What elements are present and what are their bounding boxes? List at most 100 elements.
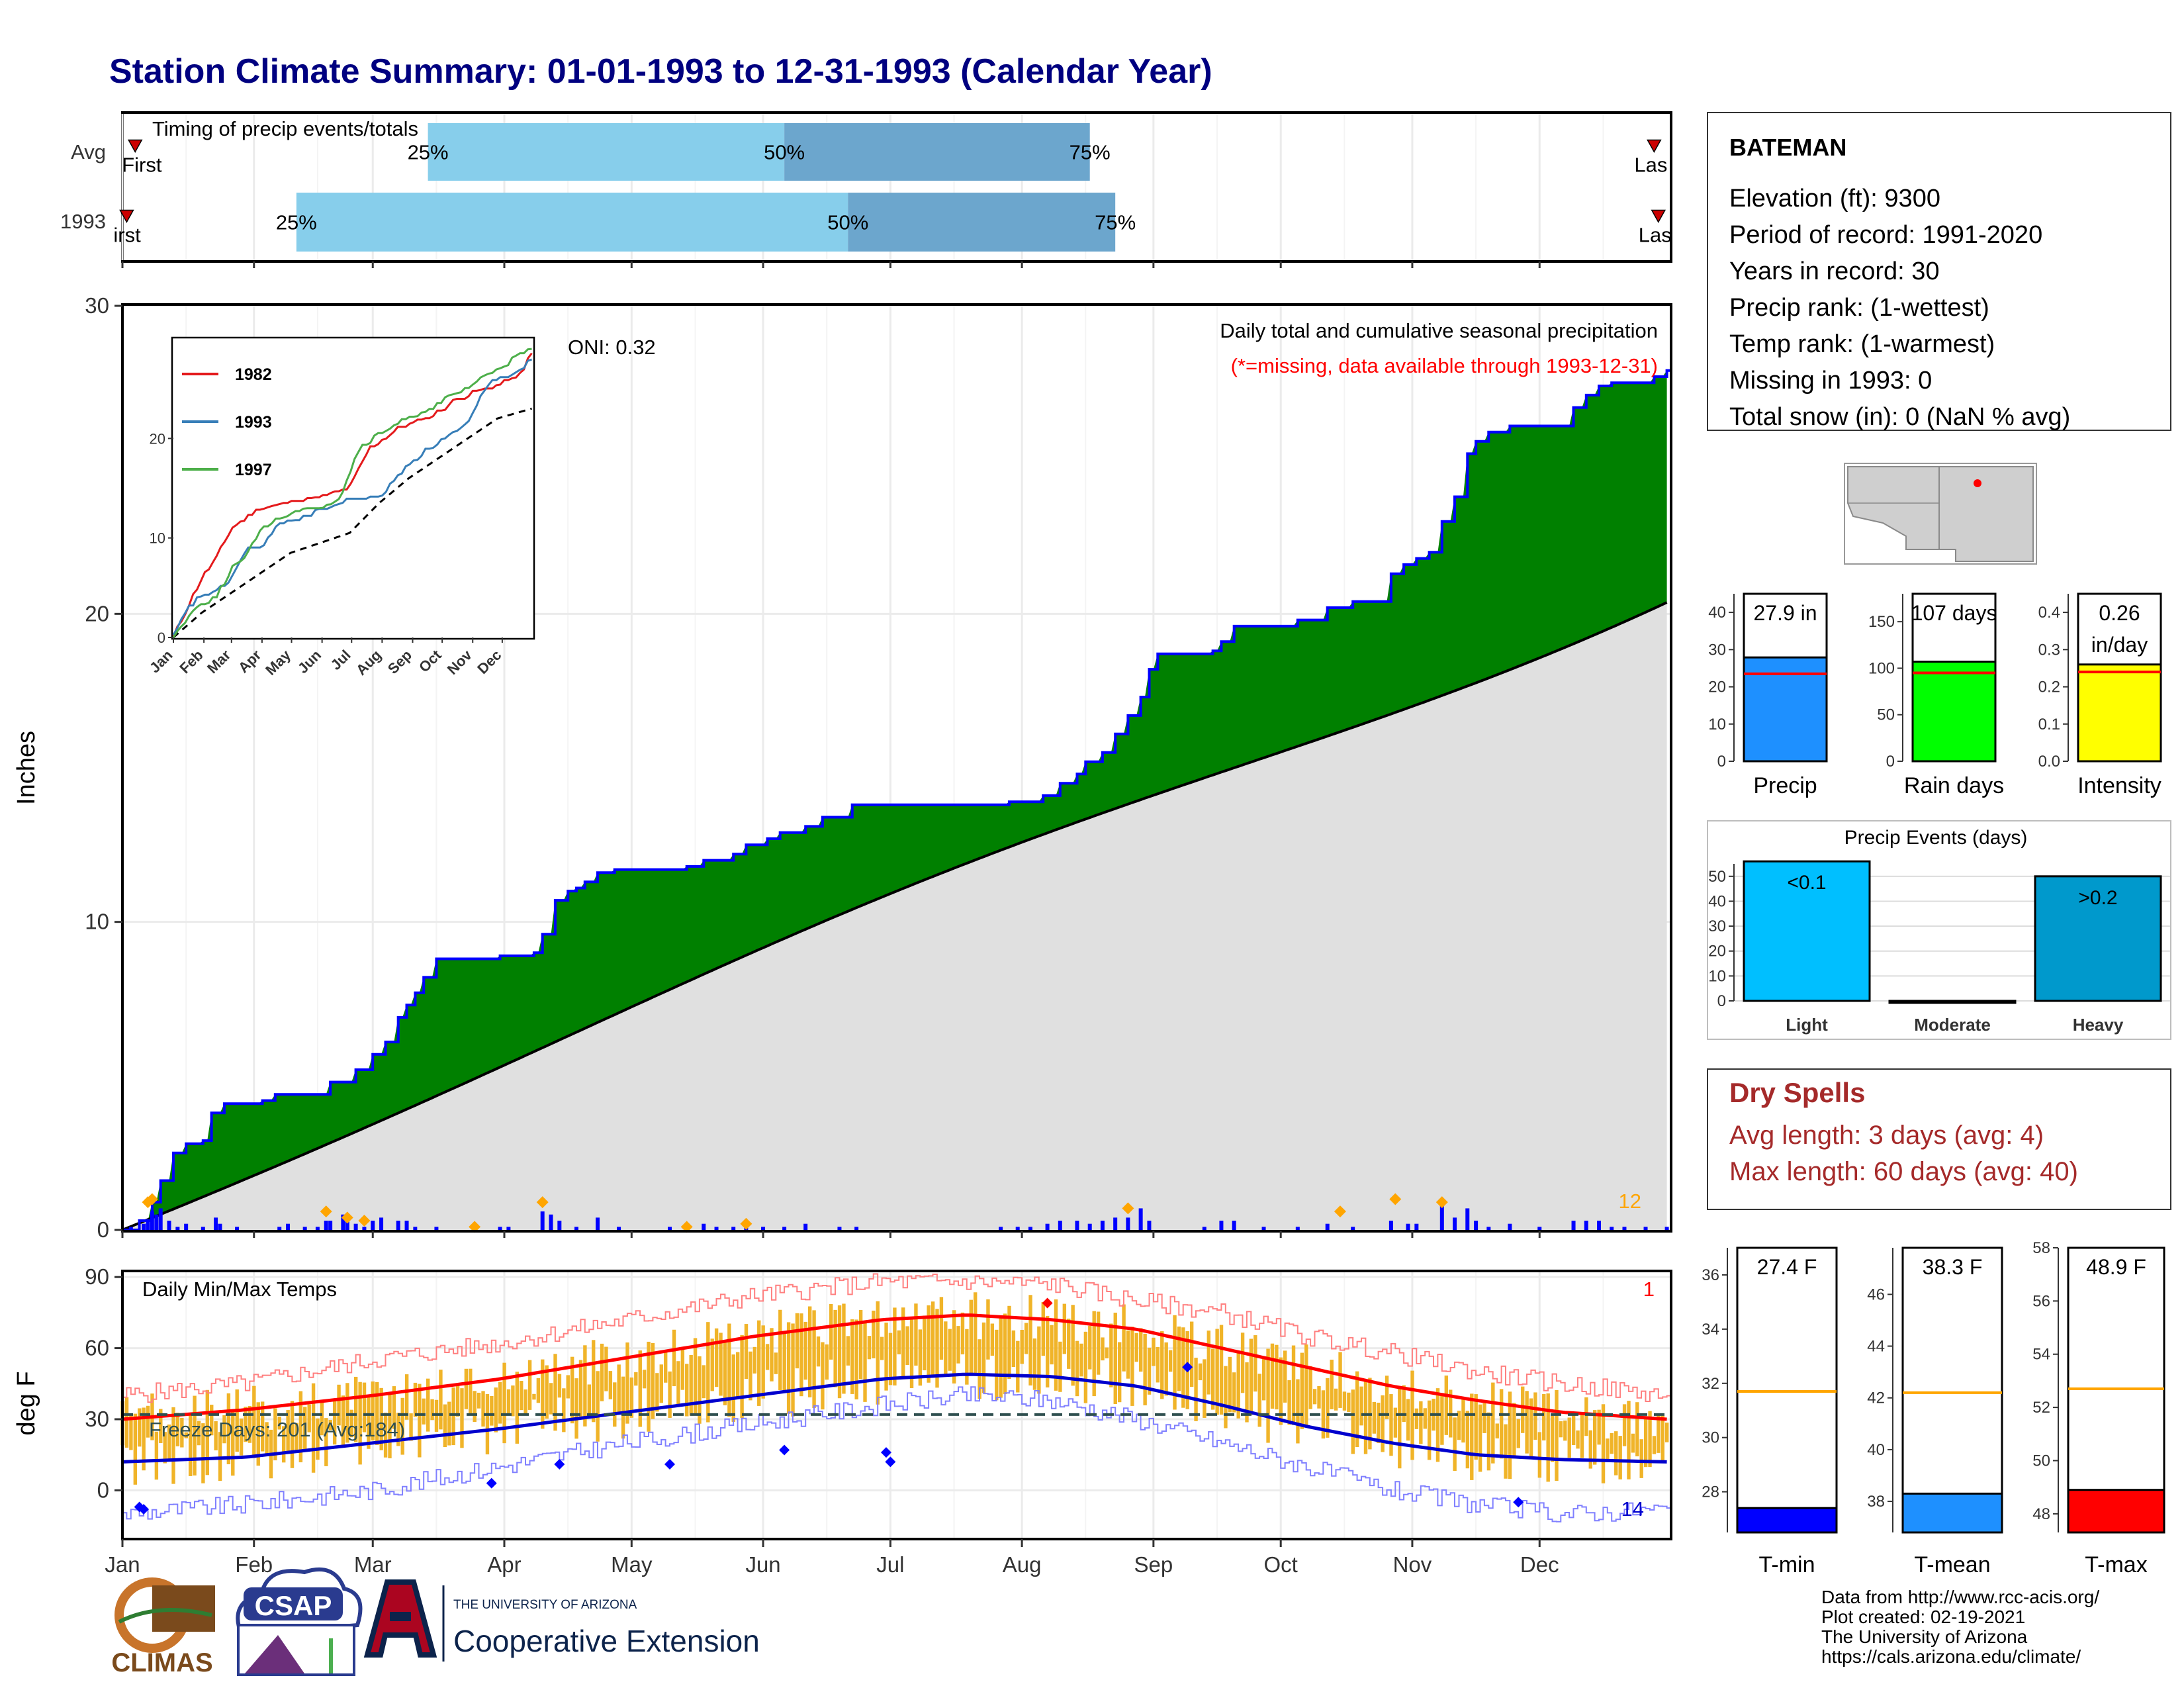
daily-precip-bar [506, 1227, 511, 1230]
daily-temp-bar [214, 1421, 218, 1451]
daily-temp-bar [265, 1422, 269, 1456]
daily-temp-bar [1470, 1393, 1474, 1480]
daily-temp-bar [1326, 1378, 1330, 1438]
small-bar-value-label: 27.9 in [1753, 601, 1817, 625]
daily-temp-bar [188, 1415, 193, 1476]
daily-temp-bar [1109, 1323, 1113, 1387]
daily-precip-bar [1465, 1208, 1470, 1230]
daily-temp-bar [1079, 1343, 1083, 1377]
precip-events-chart: Precip Events (days) 0 10 20 30 40 50 <0.1 Ligh… [1707, 820, 2171, 1040]
small-bar-ytick-label: 34 [1702, 1321, 1719, 1338]
daily-temp-bar [231, 1411, 235, 1476]
daily-temp-bar [426, 1378, 430, 1432]
daily-temp-bar [226, 1393, 231, 1465]
events-bar-moderate [1888, 1000, 2017, 1004]
station-line-3: Precip rank: (1-wettest) [1729, 294, 1989, 322]
daily-temp-bar [1164, 1342, 1168, 1396]
daily-temp-bar [1050, 1325, 1054, 1365]
extreme-event-marker [146, 1193, 158, 1205]
precip-annotation-missing: (*=missing, data available through 1993-… [1231, 354, 1658, 377]
daily-temp-bar [341, 1395, 345, 1448]
events-ytick-label: 40 [1708, 892, 1726, 910]
daily-temp-bar [735, 1352, 740, 1397]
month-tick-label: Jan [105, 1552, 140, 1577]
daily-precip-bar [1147, 1221, 1152, 1230]
daily-temp-bar [723, 1342, 727, 1405]
daily-temp-bar [1122, 1304, 1126, 1372]
daily-temp-bar [714, 1328, 719, 1387]
record-low-marker [554, 1459, 565, 1470]
daily-precip-bar [714, 1227, 719, 1230]
daily-temp-bar [1037, 1326, 1041, 1394]
credit-line-1: Plot created: 02-19-2021 [1821, 1607, 2025, 1627]
daily-precip-bar [574, 1227, 578, 1230]
summary-bar-1: 0 50 100 150 107 days Rain days [1868, 592, 2004, 798]
small-bar-ytick-label: 30 [1708, 641, 1726, 659]
daily-temp-bar [1249, 1338, 1253, 1415]
daily-temp-bar [1330, 1360, 1334, 1409]
daily-temp-bar [876, 1301, 880, 1405]
events-category-label: Light [1786, 1015, 1828, 1035]
daily-temp-bar [146, 1405, 150, 1438]
temp-summary-charts: 28 30 32 34 36 27.4 F T-min 38 40 42 44 46 38.3 F T-m… [1702, 1239, 2165, 1577]
record-low-marker [486, 1477, 497, 1489]
daily-precip-bar [1028, 1227, 1032, 1230]
daily-temp-bar [574, 1378, 578, 1439]
daily-temp-bar [1342, 1391, 1347, 1411]
events-ytick-label: 50 [1708, 868, 1726, 886]
daily-precip-bar [277, 1227, 282, 1230]
inset-series-1997 [172, 348, 532, 638]
station-line-0: Elevation (ft): 9300 [1729, 185, 1940, 212]
page-title: Station Climate Summary: 01-01-1993 to 1… [109, 52, 1212, 91]
daily-precip-bar [1486, 1227, 1491, 1230]
daily-temp-bar [443, 1404, 447, 1447]
daily-temp-bar [651, 1342, 655, 1419]
month-tick-label: May [611, 1552, 653, 1577]
small-bar-ytick-label: 50 [2032, 1452, 2050, 1470]
events-frame [1707, 820, 2171, 1040]
daily-temp-bar [1024, 1323, 1028, 1354]
daily-temp-bar [812, 1310, 816, 1408]
record-low-marker [880, 1447, 891, 1458]
daily-temp-bar [634, 1372, 638, 1386]
daily-precip-bar [761, 1227, 766, 1230]
daily-temp-bar [952, 1310, 956, 1383]
inset-ytick-label: 10 [150, 530, 165, 547]
small-bar-ytick-label: 32 [1702, 1375, 1719, 1393]
daily-temp-bar [527, 1360, 532, 1410]
daily-precip-bar [999, 1227, 1003, 1230]
daily-temp-bar [511, 1385, 515, 1417]
daily-temp-bar [1576, 1430, 1580, 1449]
daily-temp-bar [1168, 1350, 1173, 1372]
daily-precip-bar [1087, 1223, 1092, 1230]
daily-precip-bar [1643, 1227, 1648, 1230]
daily-temp-bar [1058, 1341, 1062, 1392]
daily-temp-bar [833, 1309, 837, 1387]
daily-temp-bar [1147, 1347, 1152, 1395]
daily-temp-bar [180, 1417, 184, 1448]
daily-temp-bar [884, 1322, 888, 1391]
inset-series-1993 [172, 358, 532, 635]
daily-temp-bar [1139, 1328, 1143, 1372]
daily-temp-bar [880, 1336, 884, 1360]
inset-legend-label: 1997 [235, 461, 272, 479]
daily-temp-bar [1525, 1391, 1529, 1454]
daily-temp-bar [1419, 1401, 1423, 1444]
daily-temp-bar [1521, 1386, 1525, 1433]
daily-temp-bar [1198, 1363, 1203, 1381]
daily-temp-bar [909, 1317, 914, 1389]
small-bar-name: T-min [1759, 1552, 1815, 1577]
events-bar-light [1743, 860, 1871, 1002]
daily-temp-bar [362, 1382, 367, 1432]
daily-temp-bar [1491, 1382, 1495, 1464]
daily-temp-bar [668, 1371, 672, 1418]
daily-temp-bar [727, 1323, 731, 1417]
daily-temp-bar [404, 1374, 409, 1420]
small-bar-value [1911, 661, 1997, 763]
daily-temp-bar [1635, 1402, 1639, 1457]
daily-temp-bar [349, 1409, 353, 1438]
daily-temp-bar [770, 1328, 774, 1382]
temp-ytick-label: 30 [85, 1407, 109, 1431]
daily-temp-bar [583, 1345, 587, 1427]
daily-precip-bar [150, 1211, 154, 1230]
